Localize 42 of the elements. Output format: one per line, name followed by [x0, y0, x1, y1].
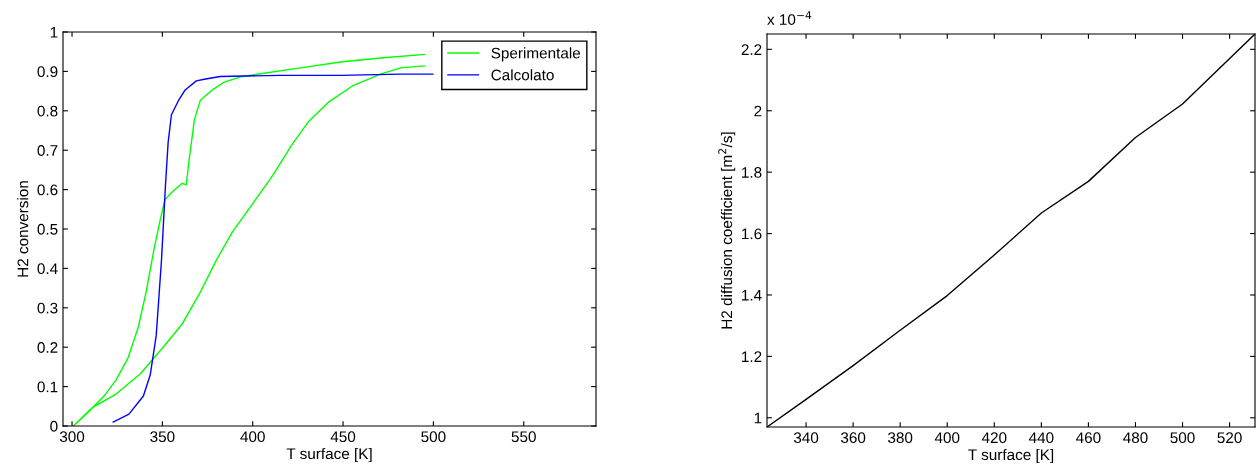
y-tick-label: 0.5 — [37, 223, 58, 235]
y-tick-label: 0.4 — [37, 263, 58, 275]
legend-label: Calcolato — [491, 69, 554, 81]
y-tick-label: 0.8 — [37, 105, 58, 117]
text: x 10$^{−4}$ — [767, 11, 812, 25]
x-tick-label: 450 — [330, 431, 356, 443]
x-tick-label: 340 — [793, 432, 819, 444]
x-tick-label: 350 — [150, 431, 175, 443]
x-tick-label: 550 — [511, 431, 536, 443]
x-tick-label: 420 — [981, 432, 1007, 444]
y-tick-label: 0.6 — [37, 184, 58, 196]
y-tick-label: 0 — [50, 420, 58, 432]
x-tick-label: 400 — [934, 432, 960, 444]
line-series — [112, 73, 434, 423]
x-tick-label: 300 — [59, 431, 85, 443]
y-tick-label: 2 — [754, 105, 762, 117]
x-axis-title: T surface [K] — [286, 447, 372, 463]
y-tick-label: 1.6 — [742, 228, 762, 240]
y-tick-label: 1 — [50, 27, 58, 38]
x-tick-label: 440 — [1028, 432, 1054, 444]
y-axis-title: H2 diffusion coefficient [m$^{2}$/s] — [718, 132, 736, 329]
y-tick-label: 0.9 — [37, 66, 58, 78]
y-tick-label: 0.7 — [37, 145, 58, 156]
x-tick-label: 500 — [1170, 432, 1195, 444]
x-tick-label: 360 — [840, 432, 866, 444]
x-tick-label: 500 — [421, 431, 446, 443]
y-tick-label: 1.8 — [742, 167, 762, 178]
x-tick-label: 400 — [240, 431, 265, 443]
x-axis-title: T surface [K] — [968, 448, 1054, 464]
x-tick-label: 480 — [1123, 432, 1148, 444]
x-tick-label: 380 — [888, 432, 913, 444]
y-tick-label: 1.2 — [742, 351, 762, 362]
y-tick-label: 0.1 — [37, 381, 58, 393]
legend-label: Sperimentale — [491, 47, 581, 62]
y-tick-label: 1.4 — [742, 290, 762, 301]
y-tick-label: 0.3 — [37, 302, 58, 314]
x-tick-label: 520 — [1217, 432, 1242, 444]
y-tick-label: 0.2 — [37, 342, 58, 353]
y-tick-label: 1 — [754, 412, 762, 424]
y-tick-label: 2.2 — [741, 44, 762, 55]
x-tick-label: 460 — [1076, 432, 1101, 444]
y-axis-title: H2 conversion — [17, 181, 29, 277]
